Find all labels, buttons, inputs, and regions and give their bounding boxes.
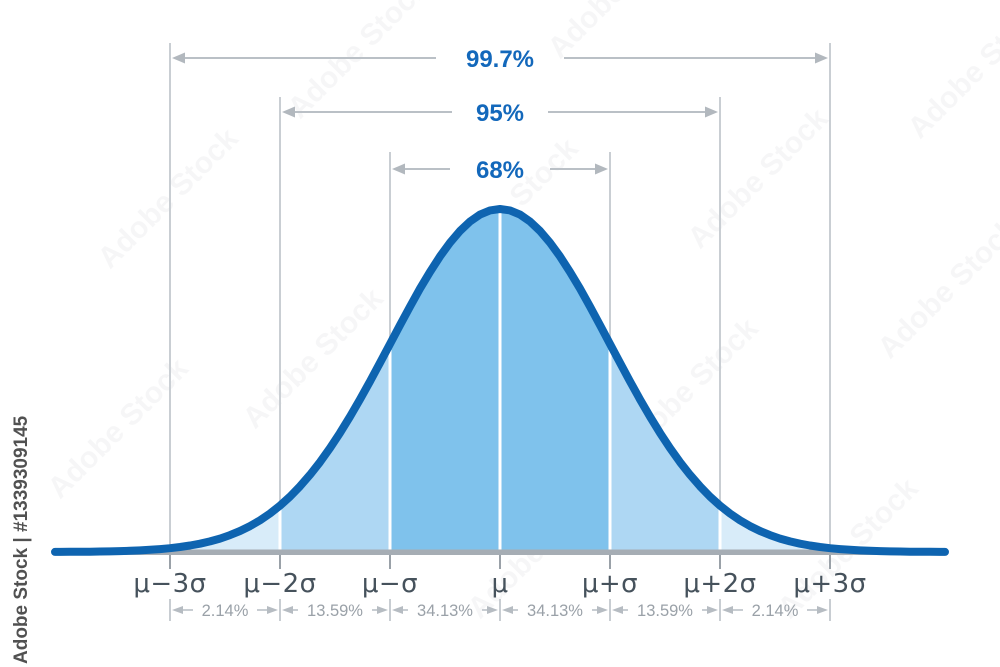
watermark-tile-text: Adobe Stock: [872, 212, 1000, 365]
coverage-span-99-7: 99.7%: [172, 46, 828, 73]
dim-arrowhead-right-icon: [487, 606, 498, 614]
dim-arrowhead-left-icon: [722, 606, 733, 614]
watermark-tile-text: Adobe Stock: [542, 0, 695, 65]
coverage-span-95: 95%: [282, 100, 718, 127]
dim-arrowhead-left-icon: [282, 606, 293, 614]
watermark-tile-text: Adobe Stock: [282, 0, 435, 125]
watermark-tile-text: Adobe Stock: [902, 0, 1000, 145]
x-axis-baseline: [55, 549, 945, 555]
axis-label-mu-minus-1sigma: μ−σ: [362, 569, 418, 599]
segment-label-5: 13.59%: [637, 602, 693, 620]
segment-label-2: 13.59%: [307, 602, 363, 620]
band-divider-lines: [278, 212, 722, 552]
axis-labels: μ−3σ μ−2σ μ−σ μ μ+σ μ+2σ μ+3σ: [133, 569, 866, 599]
arrowhead-right-icon: [705, 106, 718, 118]
arrowhead-left-icon: [282, 106, 295, 118]
segment-label-4: 34.13%: [527, 602, 583, 620]
segment-label-6: 2.14%: [752, 602, 799, 620]
axis-label-mu: μ: [491, 569, 508, 599]
coverage-span-68: 68%: [392, 157, 608, 184]
arrowhead-left-icon: [172, 52, 185, 64]
arrowhead-right-icon: [595, 163, 608, 175]
axis-label-mu-minus-3sigma: μ−3σ: [133, 569, 206, 599]
dim-arrowhead-right-icon: [267, 606, 278, 614]
axis-ticks: [169, 555, 831, 569]
segment-label-1: 2.14%: [202, 602, 249, 620]
coverage-label-95: 95%: [476, 100, 524, 127]
segment-label-3: 34.13%: [417, 602, 473, 620]
dim-arrowhead-right-icon: [817, 606, 828, 614]
coverage-label-99-7: 99.7%: [466, 46, 534, 73]
dim-arrowhead-left-icon: [392, 606, 403, 614]
coverage-label-68: 68%: [476, 157, 524, 184]
axis-label-mu-minus-2sigma: μ−2σ: [243, 569, 316, 599]
axis-label-mu-plus-1sigma: μ+σ: [582, 569, 638, 599]
dim-arrowhead-left-icon: [172, 606, 183, 614]
bell-curve-stroke: [51, 205, 949, 556]
axis-label-mu-plus-2sigma: μ+2σ: [683, 569, 756, 599]
arrowhead-left-icon: [392, 163, 405, 175]
watermark-tile-text: Adobe Stock: [92, 122, 245, 275]
band-fill-plus2-to-plus3-sigma: [720, 505, 830, 553]
dim-arrowhead-right-icon: [707, 606, 718, 614]
dim-arrowhead-right-icon: [597, 606, 608, 614]
dim-arrowhead-left-icon: [502, 606, 513, 614]
watermark-tile-text: Adobe Stock: [682, 102, 835, 255]
dim-arrowhead-right-icon: [377, 606, 388, 614]
segment-percentages: 2.14% 13.59% 34.13% 34.13% 13.59% 2.14%: [169, 599, 831, 621]
axis-label-mu-plus-3sigma: μ+3σ: [793, 569, 866, 599]
band-fill-minus3-to-minus2-sigma: [170, 505, 280, 553]
watermark-tile-text: Adobe Stock: [42, 352, 195, 505]
stock-id-watermark: Adobe Stock | #1339309145: [11, 415, 32, 664]
arrowhead-right-icon: [815, 52, 828, 64]
dim-arrowhead-left-icon: [612, 606, 623, 614]
